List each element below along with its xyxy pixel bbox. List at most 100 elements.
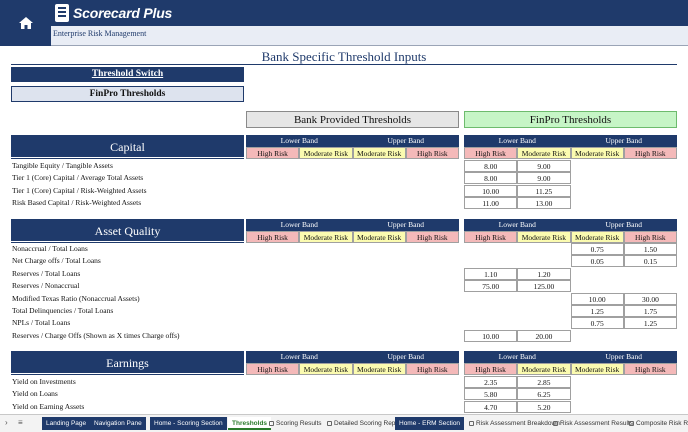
section-label-capital: Capital [11, 135, 244, 159]
finpro-threshold-cell[interactable]: 1.75 [623, 305, 677, 317]
tab-scroll-right-icon[interactable]: › [5, 418, 8, 427]
sheet-tab[interactable]: Home - ERM Section [395, 417, 465, 430]
bank-asset_quality-risk-label: High Risk [405, 231, 459, 243]
home-button[interactable] [0, 0, 51, 46]
finpro-threshold-cell[interactable]: 75.00 [464, 280, 518, 293]
sheet-tab[interactable]: Composite Risk Results [625, 417, 688, 430]
bank-asset_quality-lower-band-label: Lower Band [280, 220, 318, 229]
sheet-tab[interactable]: Home - Scoring Section [150, 417, 227, 430]
bank-capital-risk-label: High Risk [246, 147, 300, 159]
finpro-asset_quality-risk-label: Moderate Risk [517, 231, 571, 243]
finpro-threshold-cell[interactable]: 6.25 [517, 388, 571, 401]
finpro-threshold-cell[interactable]: 8.00 [464, 160, 518, 172]
bank-earnings-risk-label: Moderate Risk [352, 363, 406, 375]
bank-earnings-band-header: Lower Band Upper Band [246, 351, 459, 363]
sheet-tab[interactable]: Landing Page [42, 417, 91, 430]
finpro-thresholds-header: FinPro Thresholds [464, 111, 677, 128]
finpro-threshold-cell[interactable]: 0.05 [570, 255, 624, 268]
finpro-earnings-risk-labels: High Risk Moderate Risk Moderate Risk High … [464, 363, 677, 375]
tab-list-icon[interactable]: ≡ [18, 418, 23, 427]
finpro-threshold-cell[interactable]: 1.10 [464, 267, 518, 280]
finpro-threshold-cell[interactable]: 11.25 [517, 184, 571, 197]
finpro-threshold-cell[interactable]: 13.00 [517, 197, 571, 210]
sheet-tab[interactable]: Risk Assessment Results [549, 417, 637, 430]
sheet-tab[interactable]: Risk Assessment Breakdown [465, 417, 564, 430]
threshold-switch-button[interactable]: Threshold Switch [11, 67, 244, 82]
sheet-tab[interactable]: Scoring Results [265, 417, 326, 430]
finpro-threshold-cell[interactable]: 4.70 [464, 400, 518, 413]
finpro-capital-upper-band-label: Upper Band [605, 136, 642, 145]
metric-label: Tier 1 (Core) Capital / Average Total As… [12, 173, 144, 183]
sheet-tab[interactable]: Detailed Scoring Report [323, 417, 407, 430]
scorecard-icon [55, 4, 69, 22]
finpro-asset_quality-band-header: Lower Band Upper Band [464, 219, 677, 231]
finpro-threshold-cell[interactable]: 5.20 [517, 400, 571, 413]
finpro-threshold-cell[interactable]: 0.15 [623, 255, 677, 268]
finpro-threshold-cell[interactable]: 10.00 [464, 329, 518, 342]
sheet-tab-label: Thresholds [232, 420, 268, 427]
finpro-threshold-cell[interactable]: 8.00 [464, 172, 518, 185]
finpro-threshold-cell[interactable]: 9.00 [517, 172, 571, 185]
metric-label: Tangible Equity / Tangible Assets [12, 161, 113, 170]
sheet-tab-label: Navigation Pane [94, 420, 142, 427]
finpro-capital-risk-labels: High Risk Moderate Risk Moderate Risk High … [464, 147, 677, 159]
finpro-threshold-cell[interactable]: 30.00 [623, 292, 677, 305]
finpro-threshold-cell[interactable]: 11.00 [464, 197, 518, 210]
bank-earnings-risk-labels: High Risk Moderate Risk Moderate Risk High … [246, 363, 459, 375]
bank-capital-band-header: Lower Band Upper Band [246, 135, 459, 147]
metric-label: Reserves / Charge Offs (Shown as X times… [12, 330, 180, 340]
finpro-threshold-cell[interactable]: 1.25 [623, 317, 677, 330]
finpro-threshold-cell[interactable]: 0.75 [570, 243, 624, 255]
title-divider [11, 64, 677, 65]
metric-label: Yield on Investments [12, 377, 76, 386]
finpro-earnings-band-header: Lower Band Upper Band [464, 351, 677, 363]
finpro-asset_quality-upper-band-label: Upper Band [605, 220, 642, 229]
finpro-threshold-cell[interactable]: 5.80 [464, 388, 518, 401]
lock-icon [469, 420, 474, 426]
bank-capital-risk-label: Moderate Risk [352, 147, 406, 159]
finpro-capital-risk-label: Moderate Risk [570, 147, 624, 159]
finpro-threshold-cell[interactable]: 0.75 [570, 317, 624, 330]
header-subtitle: Enterprise Risk Management [53, 29, 147, 38]
finpro-threshold-cell[interactable]: 1.20 [517, 267, 571, 280]
sheet-tab-label: Risk Assessment Results [560, 420, 633, 427]
finpro-threshold-cell[interactable]: 20.00 [517, 329, 571, 342]
finpro-earnings-risk-label: High Risk [623, 363, 677, 375]
finpro-asset_quality-risk-label: Moderate Risk [570, 231, 624, 243]
lock-icon [553, 420, 558, 426]
metric-label: Modified Texas Ratio (Nonaccrual Assets) [12, 293, 140, 303]
sheet-tab-bar: › ≡ Landing Page Navigation Pane Home - Sc… [0, 414, 688, 432]
finpro-asset_quality-lower-band-label: Lower Band [498, 220, 536, 229]
finpro-threshold-cell[interactable]: 1.25 [570, 305, 624, 317]
lock-icon [629, 420, 634, 426]
metric-label: Nonaccrual / Total Loans [12, 244, 88, 253]
finpro-threshold-cell[interactable]: 10.00 [464, 184, 518, 197]
sheet-tab[interactable]: Navigation Pane [90, 417, 146, 430]
finpro-threshold-cell[interactable]: 10.00 [570, 292, 624, 305]
finpro-asset_quality-risk-label: High Risk [623, 231, 677, 243]
metric-label: Total Delinquencies / Total Loans [12, 306, 114, 315]
bank-thresholds-header: Bank Provided Thresholds [246, 111, 459, 128]
finpro-thresholds-button[interactable]: FinPro Thresholds [11, 86, 244, 102]
bank-earnings-risk-label: High Risk [246, 363, 300, 375]
metric-label: NPLs / Total Loans [12, 318, 71, 328]
bank-capital-risk-labels: High Risk Moderate Risk Moderate Risk High … [246, 147, 459, 159]
finpro-threshold-cell[interactable]: 9.00 [517, 160, 571, 172]
sheet-tab-label: Risk Assessment Breakdown [476, 420, 560, 427]
bank-capital-upper-band-label: Upper Band [387, 136, 424, 145]
bank-asset_quality-risk-labels: High Risk Moderate Risk Moderate Risk High … [246, 231, 459, 243]
finpro-capital-lower-band-label: Lower Band [498, 136, 536, 145]
metric-label: Reserves / Nonaccrual [12, 281, 80, 291]
finpro-capital-risk-label: Moderate Risk [517, 147, 571, 159]
finpro-threshold-cell[interactable]: 1.50 [623, 243, 677, 255]
finpro-threshold-cell[interactable]: 2.35 [464, 376, 518, 388]
finpro-earnings-lower-band-label: Lower Band [498, 352, 536, 361]
lock-icon [327, 420, 332, 426]
bank-earnings-upper-band-label: Upper Band [387, 352, 424, 361]
sheet-tab[interactable]: Thresholds [228, 417, 272, 430]
finpro-threshold-cell[interactable]: 2.85 [517, 376, 571, 388]
metric-label: Yield on Loans [12, 389, 58, 399]
sheet-tab-label: Home - Scoring Section [154, 420, 223, 427]
header-band [51, 0, 688, 26]
finpro-threshold-cell[interactable]: 125.00 [517, 280, 571, 293]
